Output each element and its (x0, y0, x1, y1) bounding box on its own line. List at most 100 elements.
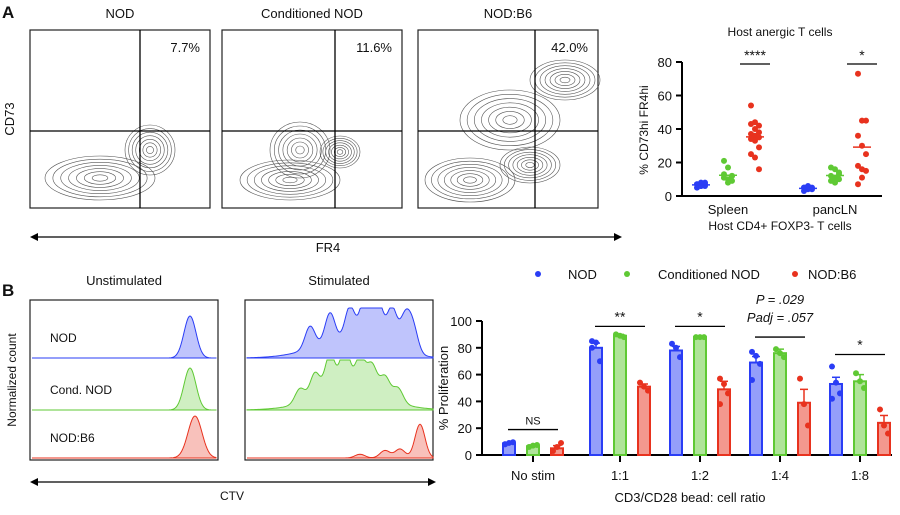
padj-annotation: Padj = .057 (747, 310, 814, 325)
contour-line (91, 174, 109, 182)
contour-line (459, 89, 561, 151)
data-point (558, 439, 564, 446)
contour-line (554, 73, 576, 87)
significance-label: * (859, 47, 865, 63)
contour-line (322, 137, 358, 167)
data-point (837, 390, 843, 397)
data-point (597, 358, 603, 365)
data-point (756, 166, 762, 173)
contour-line (291, 141, 309, 159)
data-point (777, 350, 783, 357)
contour-line (275, 173, 305, 187)
data-point (510, 439, 516, 446)
flow-x-axis-label: FR4 (316, 240, 341, 255)
contour-plot-title: NOD (106, 6, 135, 21)
contour-line (488, 106, 532, 134)
contour-line (278, 129, 322, 171)
data-point (748, 120, 754, 127)
panel-label-b: B (2, 281, 14, 300)
contour-line (142, 142, 158, 158)
contour-line (495, 111, 525, 129)
y-tick-label: 0 (465, 448, 472, 463)
y-tick-label: 60 (458, 368, 472, 383)
contour-line (261, 168, 319, 192)
histogram-row-label: Cond. NOD (50, 383, 112, 397)
flow-y-axis-label: CD73 (2, 102, 17, 135)
contour-line (544, 68, 586, 92)
contour-plot-frame (417, 29, 599, 209)
data-point (645, 387, 651, 394)
contour-line (336, 149, 344, 155)
histogram-unstimulated (32, 415, 217, 459)
bar (613, 334, 627, 456)
data-point (717, 375, 723, 382)
contour-line (437, 163, 503, 197)
contour-line (463, 176, 477, 184)
histogram-title: Unstimulated (86, 273, 162, 288)
data-point (752, 137, 758, 144)
data-point (752, 154, 758, 161)
bar (717, 388, 731, 456)
data-point (859, 174, 865, 181)
data-point (832, 166, 838, 173)
contour-line (502, 115, 518, 125)
data-point (855, 162, 861, 169)
contour-line (508, 151, 552, 179)
x-tick-label: 1:4 (771, 468, 789, 483)
y-tick-label: 80 (658, 55, 672, 70)
data-point (748, 102, 754, 109)
bar (637, 385, 651, 456)
significance-label: ** (615, 308, 626, 324)
significance-label: * (697, 308, 703, 324)
contour-line (443, 167, 497, 193)
data-point (863, 151, 869, 158)
data-point (673, 344, 679, 351)
data-point (833, 379, 839, 386)
legend-label: NOD (568, 267, 597, 282)
histogram-y-axis-label: Normalized count (5, 333, 19, 427)
y-tick-label: 20 (458, 421, 472, 436)
data-point (756, 144, 762, 151)
contour-line (268, 171, 312, 189)
data-point (836, 169, 842, 176)
histogram-x-axis-label: CTV (220, 489, 244, 503)
data-point (829, 395, 835, 402)
data-point (836, 176, 842, 183)
data-point (756, 122, 762, 129)
contour-line (76, 168, 124, 188)
data-point (641, 383, 647, 390)
y-tick-label: 60 (658, 89, 672, 104)
data-point (753, 352, 759, 359)
contour-line (431, 160, 509, 200)
y-axis-label: % Proliferation (436, 346, 451, 431)
contour-line (135, 135, 165, 165)
contour-line (269, 121, 331, 179)
data-point (855, 132, 861, 139)
y-tick-label: 40 (458, 394, 472, 409)
significance-label: * (857, 337, 863, 353)
data-point (832, 179, 838, 186)
data-point (589, 344, 595, 351)
data-point (749, 348, 755, 355)
contour-line (128, 128, 172, 172)
legend-marker (535, 271, 541, 277)
data-point (863, 167, 869, 174)
data-point (756, 129, 762, 136)
quadrant-percent: 7.7% (170, 40, 200, 55)
contour-line (253, 165, 327, 195)
contour-line (44, 155, 156, 201)
data-point (593, 339, 599, 346)
contour-line (424, 157, 516, 203)
y-tick-label: 80 (458, 341, 472, 356)
legend-label: NOD:B6 (808, 267, 856, 282)
data-point (721, 380, 727, 387)
data-point (863, 117, 869, 124)
data-point (621, 334, 627, 341)
contour-line (466, 93, 554, 147)
histogram-stimulated (246, 307, 434, 359)
data-point (773, 346, 779, 353)
contour-line (286, 137, 314, 163)
histogram-unstimulated (32, 367, 217, 411)
bar (669, 349, 683, 457)
